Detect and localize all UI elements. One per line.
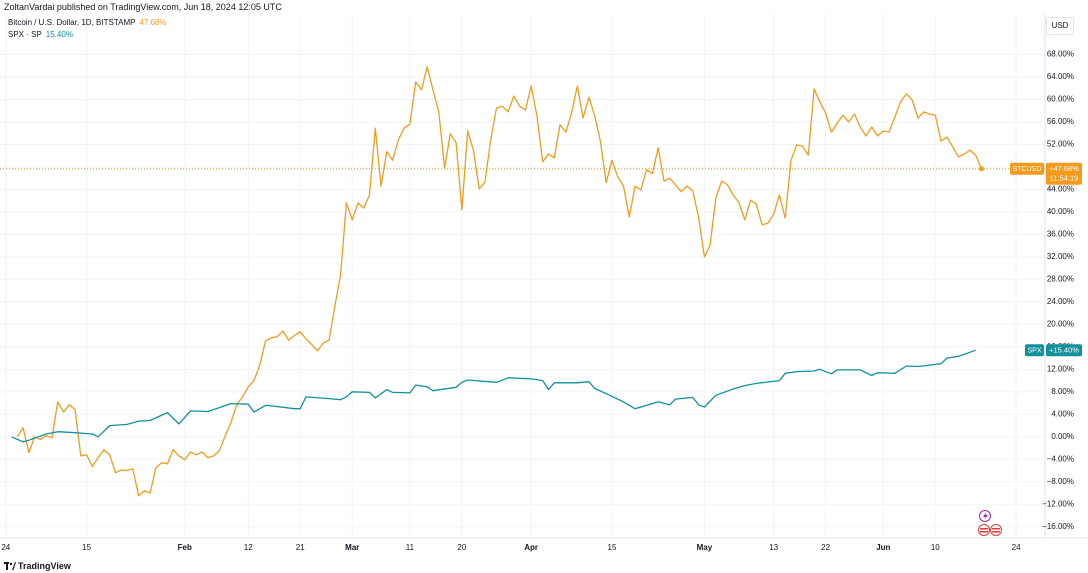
- y-tick-label: 28.00%: [1047, 274, 1074, 283]
- y-tick-label: −4.00%: [1047, 454, 1074, 463]
- axis-value: +47.68%: [1049, 164, 1079, 173]
- x-tick-label: 10: [931, 543, 940, 552]
- y-tick-label: −16.00%: [1042, 522, 1074, 531]
- x-tick-label: 15: [82, 543, 91, 552]
- x-tick-label: Feb: [178, 543, 192, 552]
- x-tick-label: 24: [1, 543, 10, 552]
- event-icons: [978, 510, 1002, 536]
- y-tick-label: 36.00%: [1047, 230, 1074, 239]
- x-tick-label: Mar: [345, 543, 359, 552]
- y-tick-label: 68.00%: [1047, 50, 1074, 59]
- x-tick-label: 22: [821, 543, 830, 552]
- legend-name: Bitcoin / U.S. Dollar, 1D, BITSTAMP: [8, 18, 136, 27]
- watermark-text: TradingView: [18, 561, 71, 571]
- x-tick-label: 20: [457, 543, 466, 552]
- countdown: 11:54:19: [1050, 174, 1079, 183]
- y-tick-label: 24.00%: [1047, 297, 1074, 306]
- publish-header: ZoltanVardai published on TradingView.co…: [4, 2, 282, 12]
- x-tick-label: 12: [244, 543, 253, 552]
- series-line: [11, 349, 976, 443]
- y-tick-label: 8.00%: [1051, 387, 1074, 396]
- y-tick-label: 0.00%: [1051, 432, 1074, 441]
- legend-name: SPX · SP: [8, 30, 42, 39]
- series-tag-bg: [1025, 344, 1044, 357]
- x-tick-label: 11: [406, 543, 415, 552]
- series-tag: BTCUSD: [1013, 166, 1042, 173]
- series-tag: SPX: [1027, 348, 1041, 355]
- legend-value: 15.40%: [45, 30, 73, 39]
- watermark: TradingView: [4, 561, 71, 571]
- series-tag-bg: [1010, 162, 1044, 175]
- y-tick-label: −12.00%: [1042, 499, 1074, 508]
- axis-value-bg: [1046, 162, 1082, 185]
- y-tick-label: 12.00%: [1047, 364, 1074, 373]
- y-tick-label: 44.00%: [1047, 185, 1074, 194]
- axis-value: +15.40%: [1049, 346, 1079, 355]
- legend-value: 47.68%: [139, 18, 167, 27]
- x-tick-label: May: [697, 543, 713, 552]
- x-tick-label: 15: [608, 543, 617, 552]
- x-tick-label: 21: [296, 543, 305, 552]
- currency-button[interactable]: USD: [1046, 17, 1074, 35]
- x-tick-label: 13: [769, 543, 778, 552]
- last-point: [978, 166, 984, 172]
- y-tick-label: 40.00%: [1047, 207, 1074, 216]
- legend-spx: SPX · SP 15.40%: [8, 30, 73, 39]
- y-tick-label: 56.00%: [1047, 117, 1074, 126]
- y-tick-label: 32.00%: [1047, 252, 1074, 261]
- series-line: [16, 66, 983, 497]
- x-tick-label: Jun: [876, 543, 890, 552]
- x-tick-label: Apr: [524, 543, 538, 552]
- legend-btc: Bitcoin / U.S. Dollar, 1D, BITSTAMP 47.68…: [8, 18, 167, 27]
- y-tick-label: 64.00%: [1047, 72, 1074, 81]
- grid: [0, 14, 1045, 538]
- y-tick-label: 20.00%: [1047, 319, 1074, 328]
- axis-value-bg: [1046, 344, 1082, 357]
- y-tick-label: −8.00%: [1047, 477, 1074, 486]
- y-tick-label: 60.00%: [1047, 95, 1074, 104]
- y-tick-label: 4.00%: [1051, 409, 1074, 418]
- logo-icon: [4, 562, 16, 570]
- x-tick-label: 24: [1012, 543, 1021, 552]
- y-tick-label: 52.00%: [1047, 140, 1074, 149]
